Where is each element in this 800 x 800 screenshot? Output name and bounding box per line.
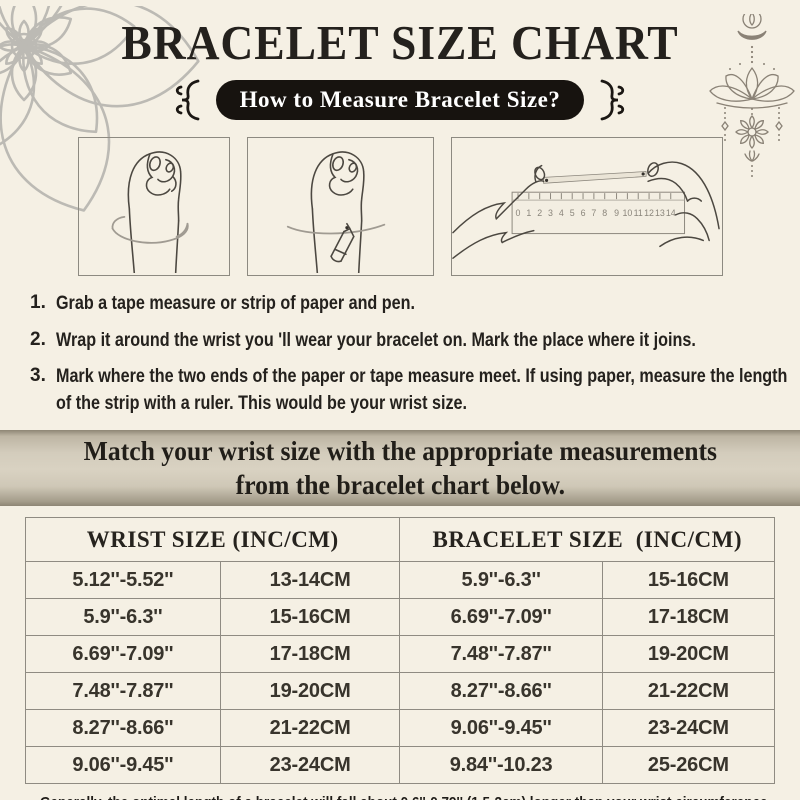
wrist-inches-cell: 8.27''-8.66'' [25,709,221,748]
wrist-cm-cell: 13-14CM [219,561,401,600]
svg-text:1: 1 [526,208,531,218]
wrist-cm-cell: 23-24CM [219,746,401,785]
svg-text:7: 7 [591,208,596,218]
banner-line-2: from the bracelet chart below. [235,470,565,501]
wrist-size-header: WRIST SIZE (INC/CM) [24,517,401,563]
instructions-list: 1. Grab a tape measure or strip of paper… [30,291,790,417]
step-text: Mark where the two ends of the paper or … [56,366,788,414]
bracelet-cm-cell: 15-16CM [601,561,776,600]
wrist-inches-cell: 5.12''-5.52'' [25,561,221,600]
hand-tape-illustration-icon [111,151,189,274]
step-number: 2. [30,328,46,350]
squiggle-right-icon [600,79,625,121]
bracelet-inches-cell: 6.69''-7.09'' [399,598,603,637]
table-row: 9.06''-9.45'' 23-24CM 9.84''-10.23 25-26… [25,746,776,785]
svg-text:5: 5 [569,208,574,218]
wrist-inches-cell: 6.69''-7.09'' [25,635,221,674]
wrist-inches-cell: 9.06''-9.45'' [25,746,221,785]
svg-text:11: 11 [633,208,642,218]
svg-text:3: 3 [548,208,553,218]
svg-text:14: 14 [665,208,675,218]
bracelet-cm-cell: 25-26CM [601,746,776,785]
table-header-row: WRIST SIZE (INC/CM) BRACELET SIZE (INC/C… [24,517,775,563]
svg-text:10: 10 [622,208,632,218]
instruction-step: 3. Mark where the two ends of the paper … [30,364,790,417]
table-row: 8.27''-8.66'' 21-22CM 9.06''-9.45'' 23-2… [25,709,776,748]
bracelet-cm-cell: 21-22CM [601,672,776,711]
illustration-wrap-tape [77,137,230,276]
hand-pen-illustration-icon [286,151,385,274]
step-text: Grab a tape measure or strip of paper an… [56,293,415,314]
wrist-cm-cell: 19-20CM [219,672,401,711]
measure-illustrations: 0 1 2 3 4 5 6 7 8 9 10 11 12 13 14 [0,137,800,276]
step-number: 1. [30,292,46,313]
hand-ruler-illustration-icon: 0 1 2 3 4 5 6 7 8 9 10 11 12 13 14 [451,161,720,259]
illustration-measure-ruler: 0 1 2 3 4 5 6 7 8 9 10 11 12 13 14 [450,137,723,276]
instruction-step: 1. Grab a tape measure or strip of paper… [30,291,790,318]
step-text: Wrap it around the wrist you 'll wear yo… [56,329,696,351]
bracelet-cm-cell: 17-18CM [601,598,776,637]
how-to-measure-badge: How to Measure Bracelet Size? [215,80,585,120]
svg-text:8: 8 [602,208,607,218]
wrist-inches-cell: 5.9''-6.3'' [25,598,221,637]
step-number: 3. [30,365,46,387]
svg-text:0: 0 [515,208,520,218]
svg-text:6: 6 [580,208,585,218]
bracelet-inches-cell: 7.48''-7.87'' [399,635,603,674]
svg-text:4: 4 [558,208,563,218]
svg-text:12: 12 [644,208,654,218]
svg-text:9: 9 [614,208,619,218]
bracelet-cm-cell: 23-24CM [601,709,776,748]
wrist-inches-cell: 7.48''-7.87'' [25,672,221,711]
illustration-mark-pen [246,137,434,276]
bracelet-inches-cell: 9.84''-10.23 [399,746,603,785]
svg-text:13: 13 [654,208,664,218]
wrist-cm-cell: 15-16CM [219,598,401,637]
bracelet-inches-cell: 8.27''-8.66'' [399,672,603,711]
bracelet-inches-cell: 5.9''-6.3'' [399,561,603,600]
instruction-step: 2. Wrap it around the wrist you 'll wear… [30,328,790,355]
size-chart-table: WRIST SIZE (INC/CM) BRACELET SIZE (INC/C… [24,517,776,785]
table-row: 5.12''-5.52'' 13-14CM 5.9''-6.3'' 15-16C… [25,561,776,600]
svg-text:2: 2 [537,208,542,218]
bracelet-inches-cell: 9.06''-9.45'' [399,709,603,748]
bracelet-size-header: BRACELET SIZE (INC/CM) [399,517,775,563]
squiggle-left-icon [175,79,200,121]
table-row: 6.69''-7.09'' 17-18CM 7.48''-7.87'' 19-2… [25,635,776,674]
how-to-measure-badge-row: How to Measure Bracelet Size? [0,78,800,122]
match-size-banner: Match your wrist size with the appropria… [0,430,800,507]
banner-text: Match your wrist size with the appropria… [83,434,716,502]
banner-line-1: Match your wrist size with the appropria… [83,436,717,467]
table-row: 7.48''-7.87'' 19-20CM 8.27''-8.66'' 21-2… [25,672,776,711]
footer-note: Generally, the optimal length of a brace… [40,794,771,800]
bracelet-cm-cell: 19-20CM [601,635,776,674]
wrist-cm-cell: 21-22CM [219,709,401,748]
page-title: BRACELET SIZE CHART [121,15,679,70]
wrist-cm-cell: 17-18CM [219,635,401,674]
table-row: 5.9''-6.3'' 15-16CM 6.69''-7.09'' 17-18C… [25,598,776,637]
